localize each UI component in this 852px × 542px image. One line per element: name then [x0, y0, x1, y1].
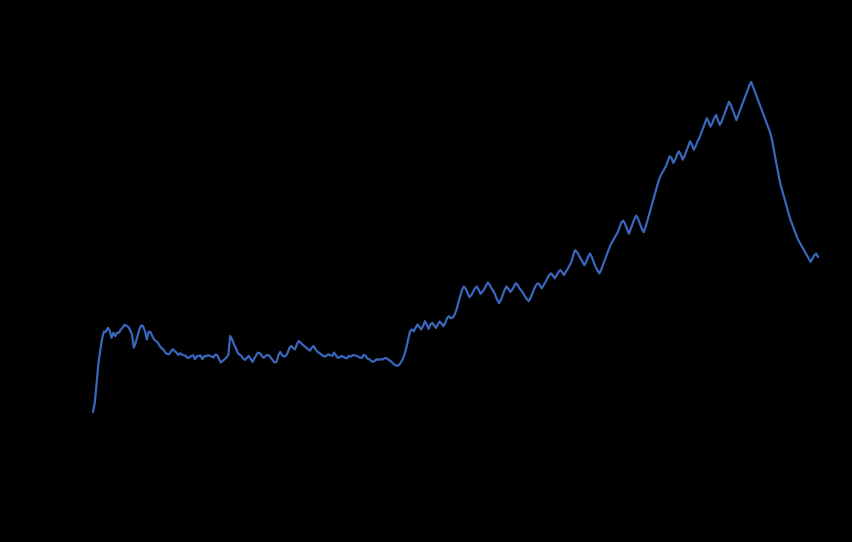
data-series-line [91, 80, 820, 414]
series-group [91, 80, 820, 414]
